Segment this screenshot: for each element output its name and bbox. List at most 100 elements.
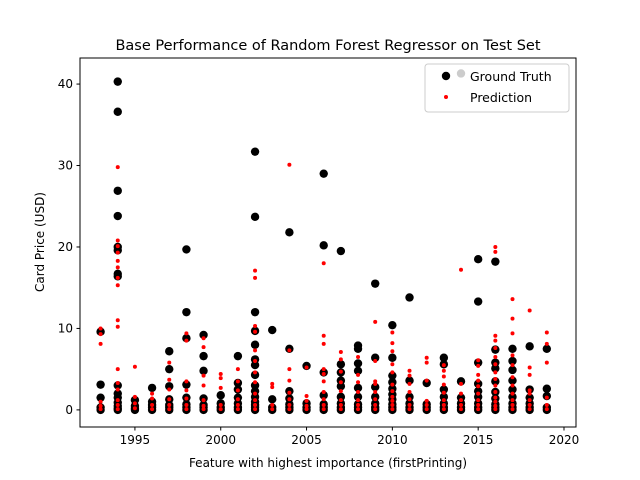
prediction-point <box>527 388 532 393</box>
y-tick-label: 20 <box>58 240 73 254</box>
prediction-point <box>544 403 549 408</box>
prediction-point <box>184 379 189 384</box>
ground-truth-point <box>473 297 483 306</box>
ground-truth-point <box>542 384 552 393</box>
prediction-point <box>150 391 155 396</box>
ground-truth-point <box>113 389 122 398</box>
prediction-point <box>132 401 137 406</box>
ground-truth-point <box>353 392 363 402</box>
prediction-point <box>338 403 343 408</box>
prediction-point <box>390 398 395 403</box>
prediction-point <box>321 333 326 338</box>
ground-truth-point <box>250 212 260 222</box>
prediction-point <box>201 403 206 408</box>
prediction-point <box>459 381 464 386</box>
prediction-point <box>132 364 137 369</box>
ground-truth-point <box>405 392 414 402</box>
ground-truth-point <box>371 279 380 288</box>
prediction-point <box>390 403 395 408</box>
prediction-point <box>115 367 120 372</box>
data-marks <box>96 69 552 415</box>
prediction-point <box>373 407 378 412</box>
prediction-point <box>356 380 361 385</box>
ground-truth-point <box>113 77 122 86</box>
ground-truth-point <box>250 307 260 317</box>
prediction-point <box>270 403 275 408</box>
ground-truth-point <box>371 353 380 362</box>
prediction-point <box>373 359 378 364</box>
ground-truth-point <box>113 381 122 390</box>
prediction-point <box>115 324 120 329</box>
prediction-point <box>493 376 498 381</box>
ground-truth-point <box>371 382 380 392</box>
ground-truth-point <box>268 325 277 335</box>
prediction-point <box>527 372 532 377</box>
prediction-point <box>510 363 515 368</box>
prediction-point <box>253 329 258 334</box>
prediction-point <box>527 407 532 412</box>
ground-truth-point <box>388 371 397 380</box>
prediction-point <box>270 385 275 390</box>
prediction-point <box>321 261 326 266</box>
prediction-point <box>167 397 172 402</box>
prediction-point <box>115 265 120 270</box>
prediction-point <box>235 379 240 384</box>
ground-truth-point <box>336 392 346 402</box>
prediction-point <box>235 407 240 412</box>
prediction-point <box>356 403 361 408</box>
ground-truth-point <box>508 385 517 394</box>
prediction-point <box>424 355 429 360</box>
prediction-point <box>287 378 292 383</box>
prediction-point <box>150 407 155 412</box>
ground-truth-point <box>473 358 483 367</box>
prediction-point <box>390 394 395 399</box>
legend-marker-prediction <box>444 95 448 99</box>
prediction-point <box>150 403 155 408</box>
ground-truth-point <box>113 107 122 116</box>
prediction-point <box>493 333 498 338</box>
prediction-point <box>407 397 412 402</box>
prediction-point <box>459 391 464 396</box>
prediction-point <box>321 407 326 412</box>
prediction-point <box>167 377 172 382</box>
ground-truth-point <box>96 380 105 389</box>
prediction-point <box>321 372 326 377</box>
ground-truth-point <box>182 380 191 389</box>
prediction-point <box>218 372 223 377</box>
prediction-point <box>115 165 120 170</box>
ground-truth-point <box>250 370 260 380</box>
prediction-point <box>201 336 206 341</box>
prediction-point <box>441 382 446 387</box>
prediction-point <box>356 372 361 377</box>
prediction-point <box>407 389 412 394</box>
prediction-point <box>390 370 395 375</box>
prediction-point <box>493 338 498 343</box>
prediction-point <box>424 403 429 408</box>
prediction-point <box>218 385 223 390</box>
prediction-point <box>407 373 412 378</box>
prediction-point <box>459 407 464 412</box>
prediction-point <box>253 407 258 412</box>
legend-box <box>424 63 570 113</box>
prediction-point <box>321 367 326 372</box>
ground-truth-point <box>353 366 363 375</box>
prediction-point <box>493 362 498 367</box>
prediction-point <box>390 330 395 335</box>
x-tick-label: 2005 <box>291 433 322 447</box>
ground-truth-point <box>491 257 500 266</box>
prediction-point <box>287 390 292 395</box>
legend-marker-ground-truth <box>441 71 451 81</box>
prediction-point <box>441 374 446 379</box>
prediction-point <box>373 403 378 408</box>
axes: 1995 2000 2005 2010 2015 2020 0 10 20 30 40 <box>58 77 580 447</box>
y-tick-label: 40 <box>58 77 73 91</box>
prediction-point <box>253 398 258 403</box>
ground-truth-point <box>147 397 157 406</box>
prediction-point <box>304 398 309 403</box>
prediction-point <box>115 403 120 408</box>
x-tick-label: 1995 <box>120 433 151 447</box>
prediction-point <box>338 350 343 355</box>
prediction-point <box>527 391 532 396</box>
ground-truth-point <box>319 241 328 250</box>
legend-label-ground-truth: Ground Truth <box>470 69 552 84</box>
